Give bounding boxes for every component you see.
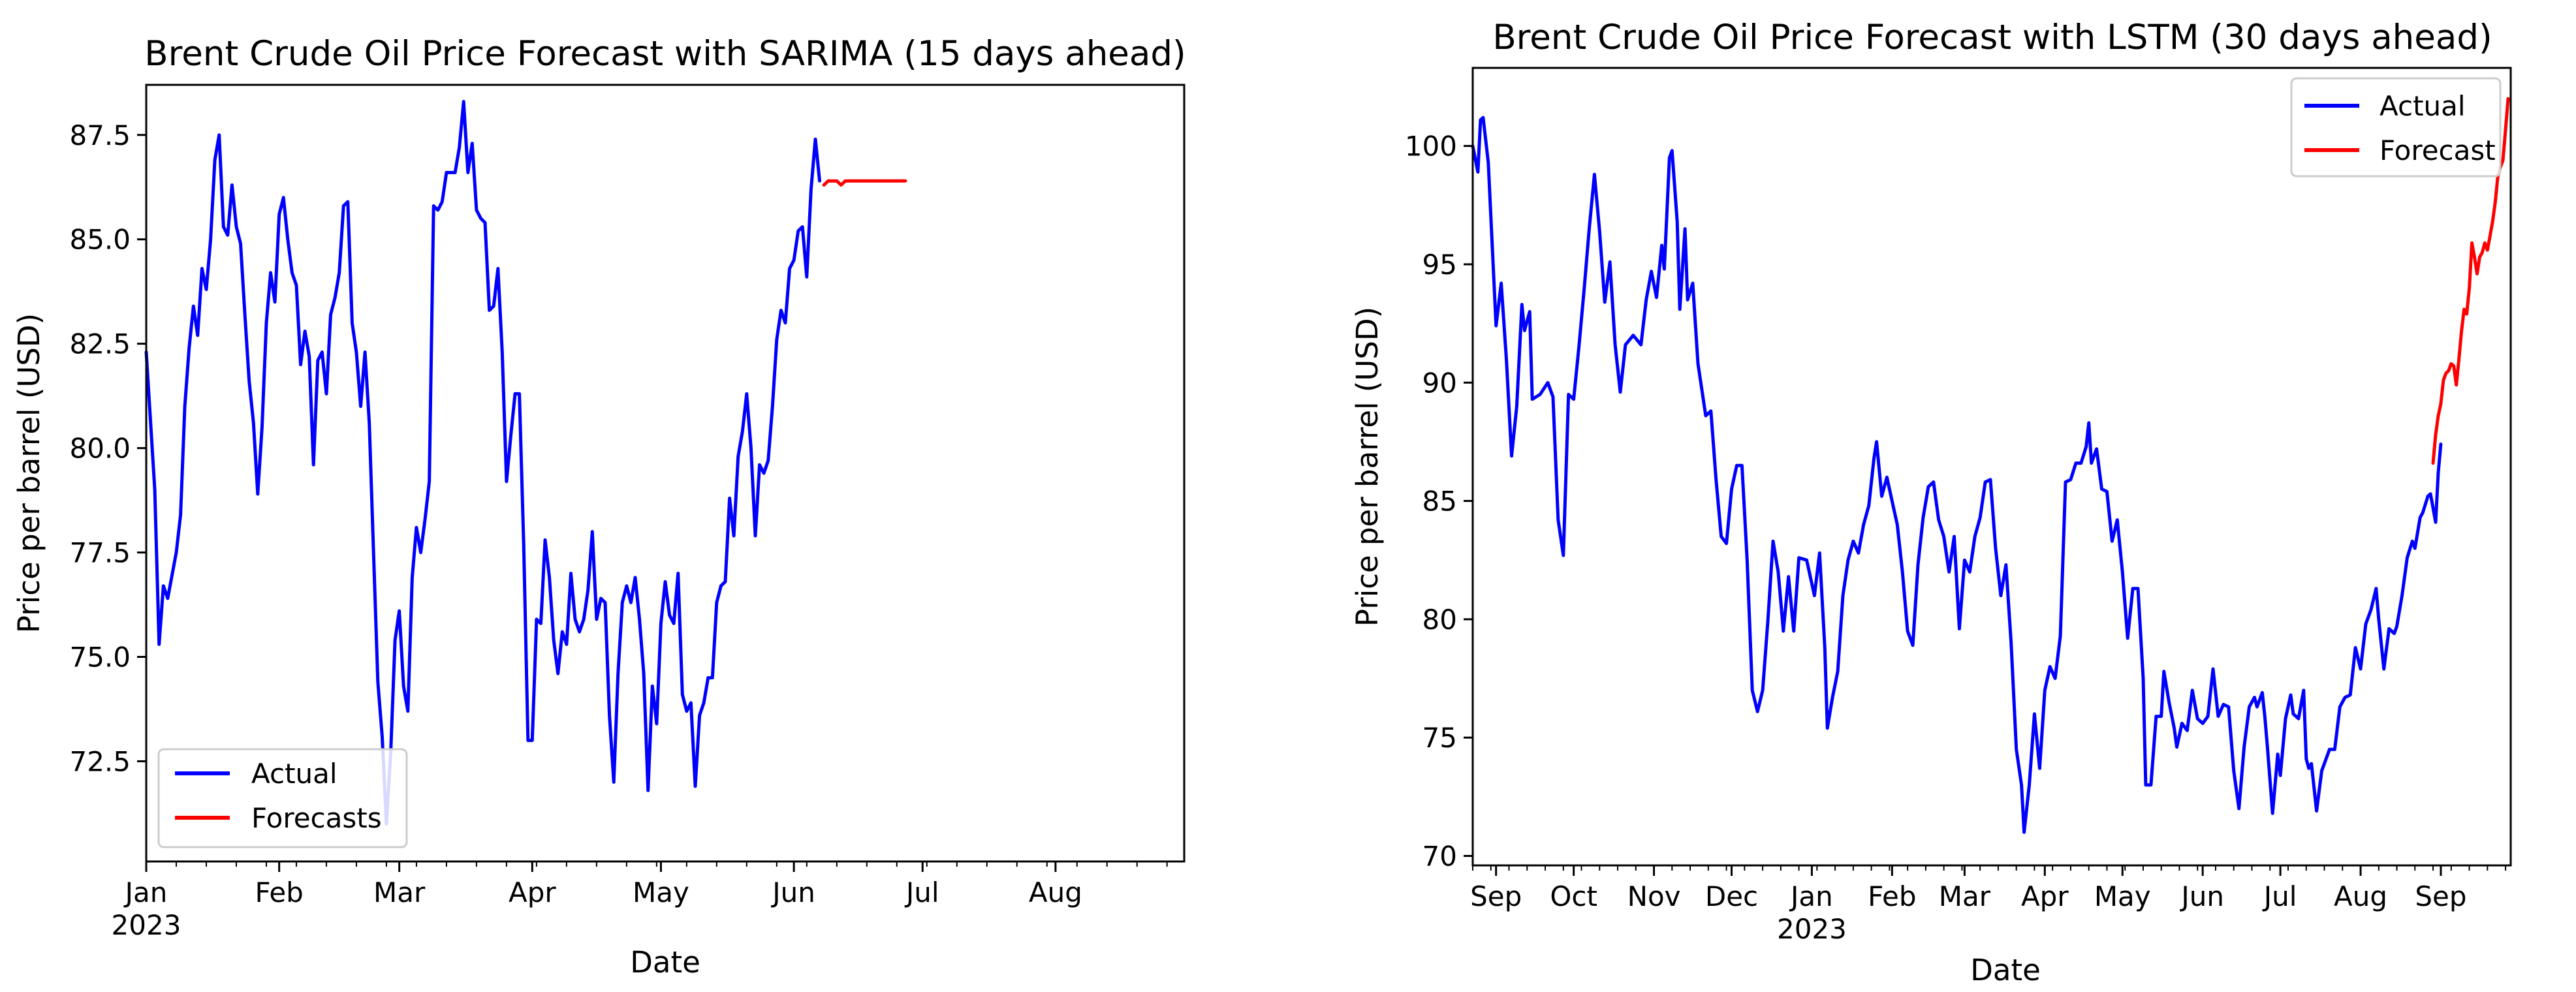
x-tick-label: Dec <box>1705 880 1758 912</box>
legend: Actual Forecasts <box>157 748 408 848</box>
legend-label-actual: Actual <box>2380 90 2466 122</box>
x-tick-label: Apr <box>509 876 556 908</box>
plot-area-lstm <box>1471 67 2512 867</box>
axes-frame <box>145 84 1186 863</box>
x-tick-label: Aug <box>1029 876 1082 908</box>
x-tick-label: Jan <box>1789 880 1833 912</box>
x-tick-label: Jun <box>2179 880 2224 912</box>
x-tick-year-label: 2023 <box>1777 913 1847 945</box>
y-tick-label: 85 <box>1422 486 1457 518</box>
y-tick-label: 85.0 <box>69 224 131 256</box>
lstm-chart: Brent Crude Oil Price Forecast with LSTM… <box>1350 18 2512 987</box>
y-axis-label: Price per barrel (USD) <box>12 313 46 633</box>
x-tick-label: Jul <box>904 876 939 908</box>
y-tick-label: 90 <box>1422 367 1457 399</box>
axes-frame <box>1471 67 2512 867</box>
sarima-chart: Brent Crude Oil Price Forecast with SARI… <box>12 34 1186 980</box>
y-axis-label: Price per barrel (USD) <box>1350 307 1385 627</box>
x-tick-label: Sep <box>2415 880 2466 912</box>
y-tick-label: 95 <box>1422 249 1457 281</box>
series-line-forecast <box>2431 97 2510 465</box>
x-tick-label: Apr <box>2021 880 2069 912</box>
legend-label-forecast: Forecast <box>2380 134 2496 166</box>
x-axis-label: Date <box>1970 953 2041 987</box>
x-tick-label: Jun <box>770 876 815 908</box>
x-tick-year-label: 2023 <box>112 909 181 941</box>
x-tick-label: Feb <box>255 876 303 908</box>
series-line-forecasts <box>822 179 907 187</box>
x-tick-label: May <box>633 876 689 908</box>
y-tick-label: 75 <box>1422 722 1457 754</box>
y-tick-label: 100 <box>1405 131 1457 163</box>
y-axis-ticks: 72.5 75.0 77.5 80.0 82.5 85.0 87.5 <box>69 119 146 777</box>
x-axis-label: Date <box>630 945 700 980</box>
y-tick-label: 87.5 <box>69 119 131 151</box>
y-tick-label: 82.5 <box>69 328 131 360</box>
x-tick-label: Sep <box>1470 880 1522 912</box>
chart-title: Brent Crude Oil Price Forecast with SARI… <box>144 34 1186 74</box>
x-tick-label: Oct <box>1550 880 1597 912</box>
x-tick-label: May <box>2094 880 2151 912</box>
x-tick-label: Mar <box>1939 880 1991 912</box>
plot-area-sarima <box>144 84 1186 863</box>
y-axis-ticks: 70 75 80 85 90 95 100 <box>1405 131 1473 872</box>
series-line-actual <box>1471 116 2443 834</box>
legend-label-forecasts: Forecasts <box>251 802 382 834</box>
series-line-actual <box>144 100 821 826</box>
series-group <box>144 100 907 826</box>
x-tick-label: Jan <box>123 876 168 908</box>
x-tick-label: Mar <box>373 876 426 908</box>
x-tick-label: Nov <box>1627 880 1681 912</box>
legend: Actual Forecast <box>2290 77 2502 178</box>
series-group <box>1471 97 2510 834</box>
legend-label-actual: Actual <box>251 758 338 790</box>
y-tick-label: 80.0 <box>69 433 131 465</box>
x-tick-label: Aug <box>2334 880 2387 912</box>
x-tick-label: Jul <box>2262 880 2297 912</box>
y-tick-label: 75.0 <box>69 642 131 674</box>
y-tick-label: 77.5 <box>69 537 131 569</box>
y-tick-label: 72.5 <box>69 745 131 777</box>
x-tick-label: Feb <box>1868 880 1916 912</box>
y-tick-label: 80 <box>1422 604 1457 636</box>
y-tick-label: 70 <box>1422 840 1457 872</box>
chart-title: Brent Crude Oil Price Forecast with LSTM… <box>1492 18 2492 57</box>
